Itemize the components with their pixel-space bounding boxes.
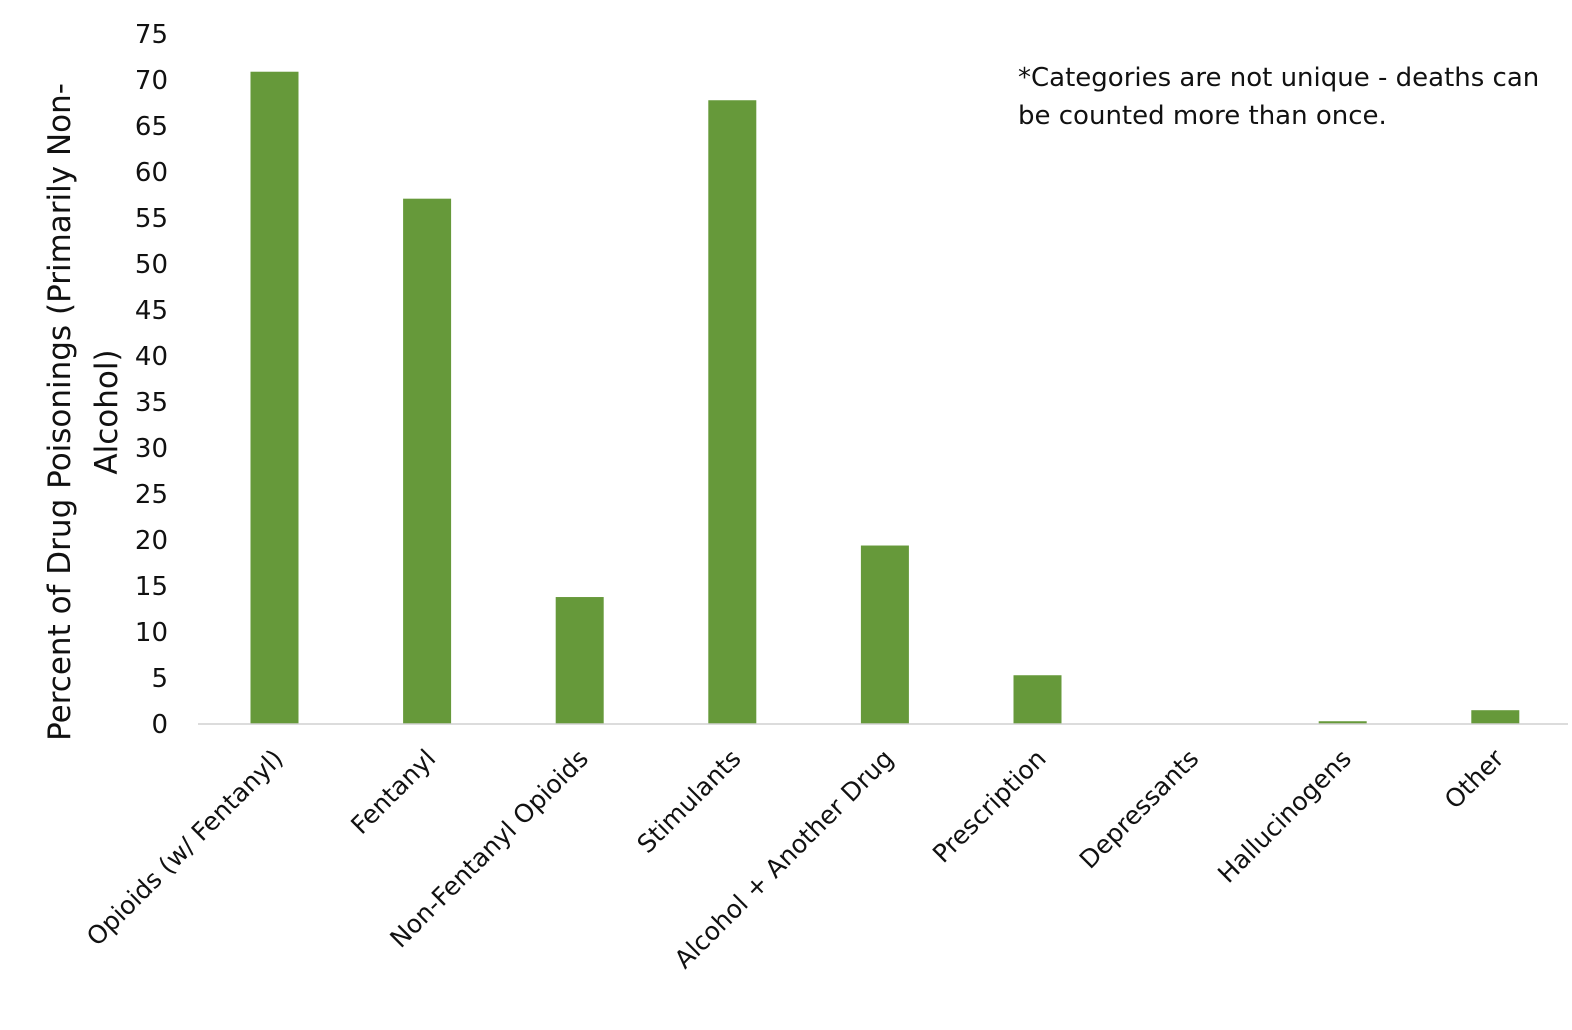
y-tick-label: 35	[135, 388, 168, 418]
chart-annotation: *Categories are not unique - deaths can …	[1018, 63, 1539, 131]
x-category-label: Hallucinogens	[1212, 744, 1357, 889]
bar	[1471, 710, 1520, 724]
bar	[708, 100, 757, 725]
y-axis-title-line-2: Alcohol)	[89, 349, 125, 474]
bar	[1013, 675, 1062, 724]
y-axis-title-line-1: Percent of Drug Poisonings (Primarily No…	[42, 83, 78, 741]
bar	[250, 71, 299, 725]
bar	[1318, 721, 1367, 724]
x-axis-category-labels: Opioids (w/ Fentanyl) FentanylNon-Fentany…	[81, 743, 1510, 974]
x-category-label: Opioids (w/ Fentanyl)	[81, 744, 289, 952]
x-category-label: Depressants	[1074, 744, 1205, 875]
x-category-label: Other	[1439, 743, 1510, 814]
bar	[860, 545, 909, 724]
x-category-label: Stimulants	[631, 744, 746, 859]
y-tick-label: 55	[135, 204, 168, 234]
y-tick-label: 45	[135, 296, 168, 326]
annotation-line-1: *Categories are not unique - deaths can	[1018, 63, 1539, 93]
y-tick-label: 70	[135, 66, 168, 96]
y-tick-label: 50	[135, 250, 168, 280]
bar	[403, 198, 452, 724]
y-tick-label: 75	[135, 20, 168, 50]
y-tick-label: 30	[135, 434, 168, 464]
bar-series	[250, 71, 1520, 725]
y-tick-label: 0	[151, 710, 168, 740]
y-tick-label: 15	[135, 572, 168, 602]
bar	[555, 597, 604, 724]
y-tick-label: 40	[135, 342, 168, 372]
x-category-label: Prescription	[927, 744, 1052, 869]
y-axis-ticks: 0 5 10 15 20 25 30 35 40 45 50 55 60 65 70 75	[135, 20, 168, 740]
y-tick-label: 10	[135, 618, 168, 648]
y-tick-label: 20	[135, 526, 168, 556]
y-axis-title: Percent of Drug Poisonings (Primarily No…	[42, 83, 125, 741]
y-tick-label: 25	[135, 480, 168, 510]
annotation-line-2: be counted more than once.	[1018, 101, 1387, 131]
y-tick-label: 60	[135, 158, 168, 188]
y-tick-label: 5	[151, 664, 168, 694]
y-tick-label: 65	[135, 112, 168, 142]
x-category-label: Fentanyl	[345, 744, 441, 840]
